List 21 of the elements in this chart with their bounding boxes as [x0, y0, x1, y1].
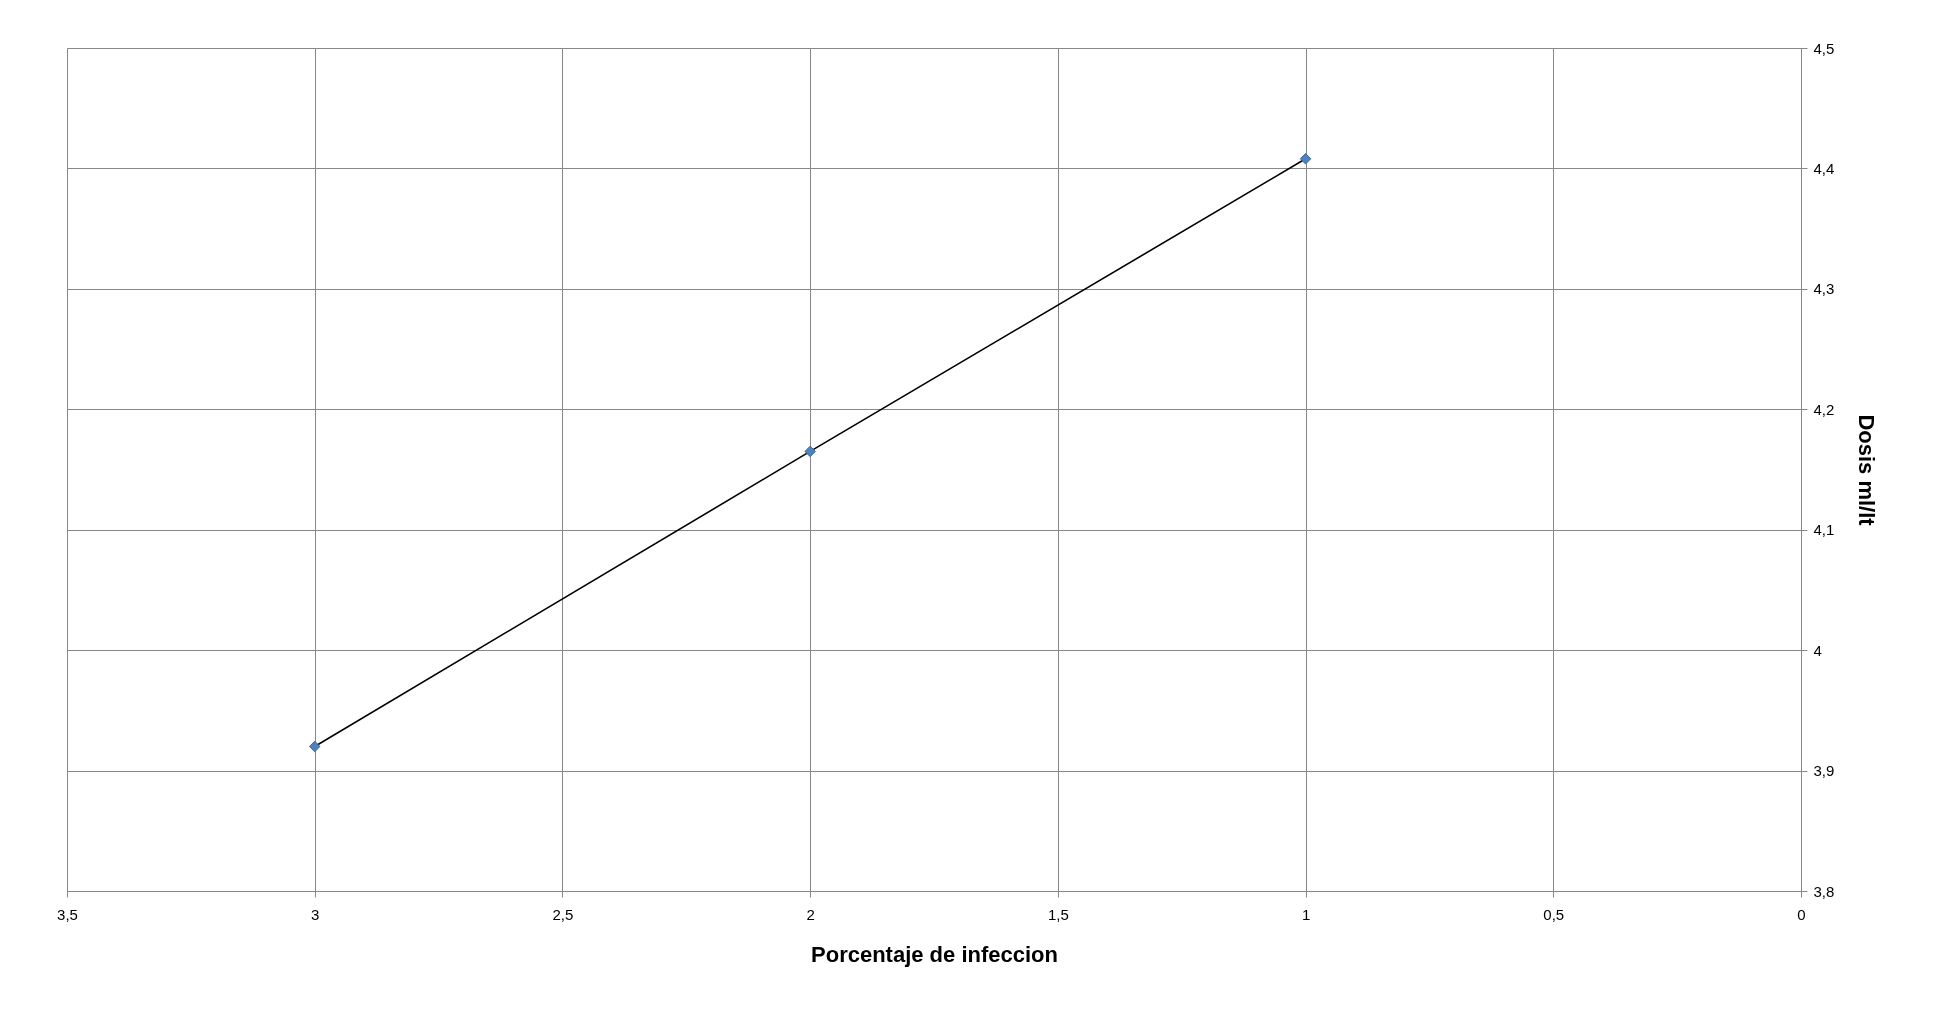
- x-tick-label: 2,5: [552, 905, 574, 923]
- x-axis-title: Porcentaje de infeccion: [811, 941, 1058, 967]
- x-tick-label: 2: [806, 905, 815, 923]
- y-tick-label: 4,1: [1813, 521, 1835, 539]
- y-tick-label: 3,9: [1813, 762, 1835, 780]
- x-tick-label: 3,5: [57, 905, 78, 923]
- y-tick-label: 3,8: [1813, 882, 1835, 900]
- x-tick-label: 0,5: [1543, 905, 1565, 923]
- y-tick-label: 4,4: [1813, 159, 1835, 177]
- y-tick-label: 4,2: [1813, 400, 1835, 418]
- y-tick-label: 4: [1813, 641, 1822, 659]
- point: [1299, 153, 1312, 165]
- point: [804, 445, 816, 458]
- x-tick-label: 1: [1301, 905, 1311, 923]
- x-tick-label: 1,5: [1047, 905, 1069, 923]
- y-axis-title: Dosis ml/lt: [1854, 414, 1880, 527]
- y-tick-label: 4,5: [1813, 39, 1835, 57]
- point: [308, 740, 321, 753]
- x-tick-label: 0: [1797, 905, 1806, 923]
- y-tick-label: 4,3: [1813, 280, 1835, 298]
- x-tick-label: 3: [311, 905, 320, 923]
